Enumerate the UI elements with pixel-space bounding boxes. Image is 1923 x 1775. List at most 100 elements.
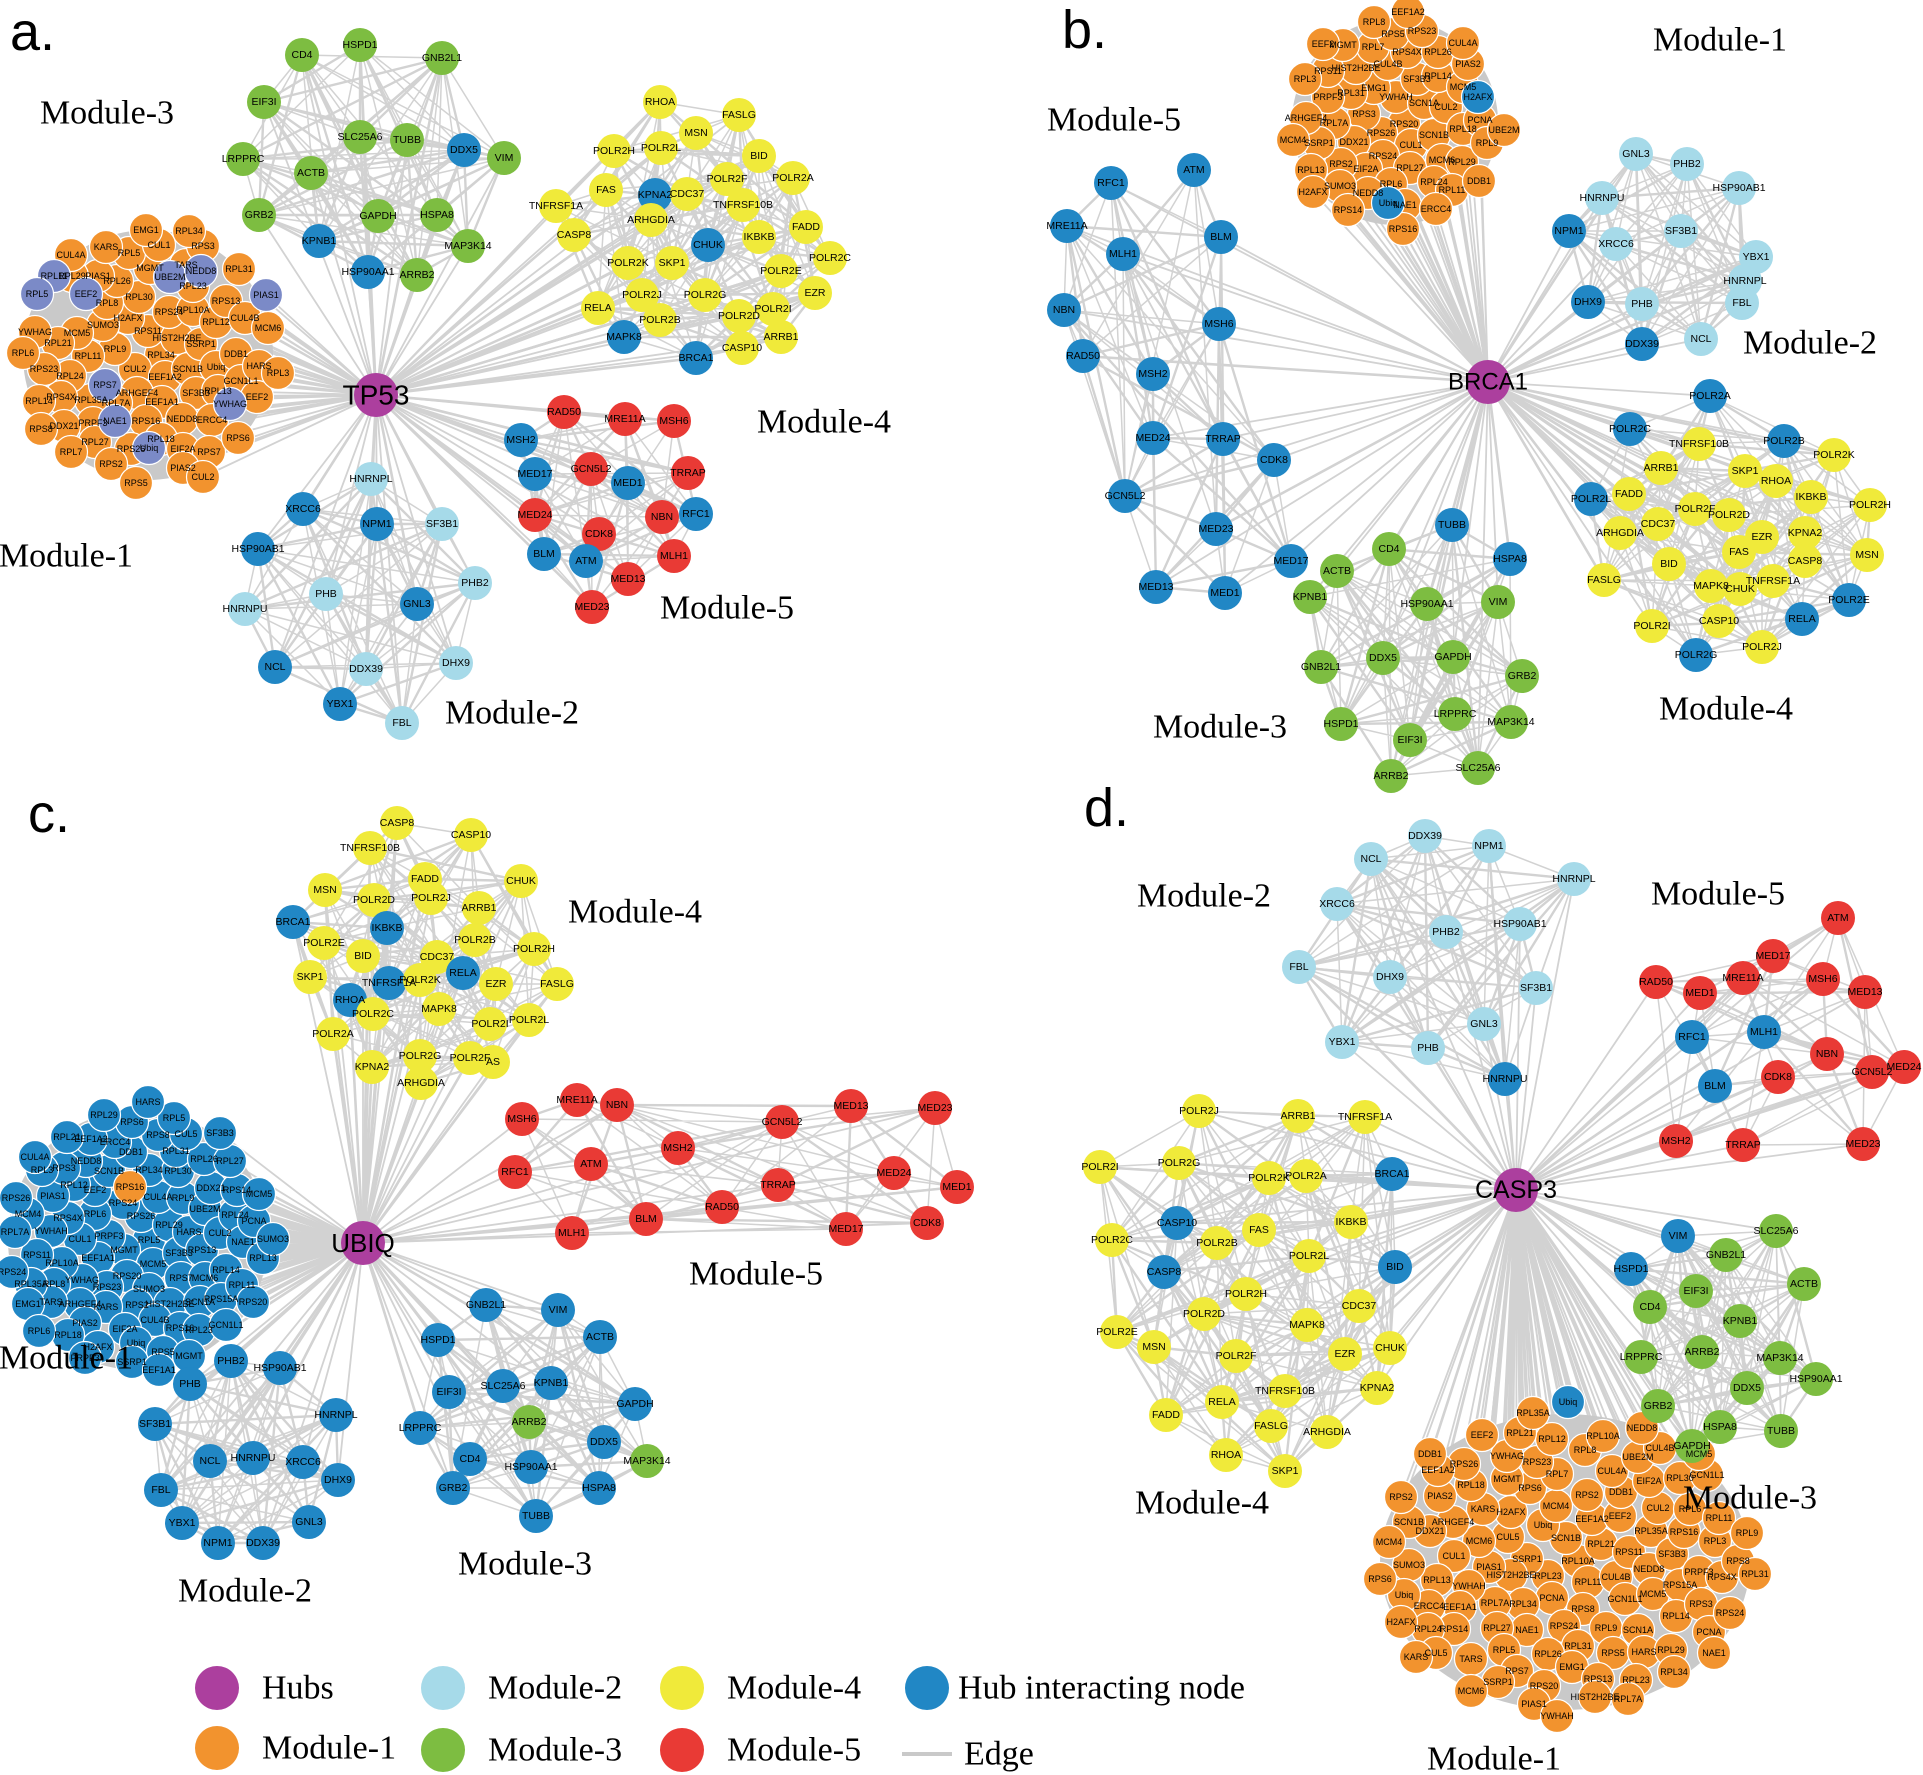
svg-text:TNFRSF10B: TNFRSF10B: [1669, 438, 1729, 450]
svg-text:Module-2: Module-2: [1137, 878, 1271, 915]
svg-text:BLM: BLM: [1210, 231, 1232, 243]
svg-text:GRB2: GRB2: [439, 1482, 468, 1494]
svg-text:CASP10: CASP10: [1157, 1217, 1197, 1229]
svg-text:GNB2L1: GNB2L1: [466, 1299, 506, 1311]
svg-text:NEDD8: NEDD8: [71, 1156, 102, 1166]
svg-text:BID: BID: [750, 150, 768, 162]
svg-text:HSPD1: HSPD1: [420, 1334, 455, 1346]
svg-text:RPS11: RPS11: [1314, 66, 1342, 76]
svg-text:YWHAH: YWHAH: [1452, 1581, 1486, 1591]
svg-text:POLR2K: POLR2K: [399, 974, 440, 986]
svg-text:DDX21: DDX21: [49, 421, 78, 431]
svg-text:RPL34: RPL34: [135, 1165, 163, 1175]
svg-text:EIF3I: EIF3I: [436, 1386, 461, 1398]
svg-text:MCM6: MCM6: [192, 1273, 219, 1283]
svg-text:RPL5: RPL5: [26, 289, 49, 299]
svg-text:Module-3: Module-3: [1153, 709, 1287, 746]
svg-text:RPL12: RPL12: [1538, 1434, 1566, 1444]
svg-text:NEDD8: NEDD8: [1627, 1423, 1658, 1433]
svg-text:RAD50: RAD50: [1639, 976, 1673, 988]
svg-text:GCN5L2: GCN5L2: [1852, 1066, 1893, 1078]
svg-text:DDX21: DDX21: [1415, 1526, 1444, 1536]
svg-text:ERCC4: ERCC4: [1421, 204, 1452, 214]
svg-text:RPL31: RPL31: [162, 1146, 190, 1156]
svg-text:ARHGEF4: ARHGEF4: [1285, 113, 1328, 123]
svg-text:RPS6: RPS6: [1368, 1574, 1392, 1584]
svg-text:MCM5: MCM5: [64, 328, 91, 338]
svg-text:RPS15A: RPS15A: [1663, 1580, 1698, 1590]
svg-text:BLM: BLM: [1704, 1080, 1726, 1092]
svg-text:SUMO3: SUMO3: [257, 1234, 289, 1244]
svg-text:GNL3: GNL3: [403, 598, 431, 610]
svg-text:NEDD8: NEDD8: [186, 266, 217, 276]
svg-text:VIM: VIM: [495, 152, 514, 164]
svg-text:SF3B1: SF3B1: [426, 518, 458, 530]
svg-text:MGMT: MGMT: [1329, 40, 1357, 50]
svg-text:MSH2: MSH2: [506, 434, 535, 446]
svg-text:NCL: NCL: [1360, 853, 1381, 865]
svg-text:MAPK8: MAPK8: [1289, 1319, 1325, 1331]
svg-text:FBL: FBL: [151, 1484, 170, 1496]
svg-text:POLR2C: POLR2C: [809, 252, 851, 264]
svg-text:HSPD1: HSPD1: [1323, 718, 1358, 730]
svg-text:POLR2B: POLR2B: [454, 934, 495, 946]
svg-text:BID: BID: [354, 950, 372, 962]
svg-text:MAP3K14: MAP3K14: [623, 1455, 670, 1467]
svg-text:HNRNPL: HNRNPL: [349, 473, 392, 485]
svg-text:HSP90AB1: HSP90AB1: [1493, 918, 1546, 930]
svg-text:SLC25A6: SLC25A6: [1754, 1225, 1799, 1237]
svg-text:MRE11A: MRE11A: [556, 1094, 597, 1106]
svg-text:RPS3: RPS3: [1689, 1599, 1713, 1609]
svg-text:POLR2B: POLR2B: [639, 314, 680, 326]
svg-text:RELA: RELA: [584, 302, 611, 314]
svg-text:RPL13: RPL13: [204, 386, 232, 396]
svg-text:RPL31: RPL31: [1337, 88, 1365, 98]
svg-text:RPL6: RPL6: [28, 1326, 51, 1336]
svg-text:EEF2: EEF2: [1312, 39, 1335, 49]
svg-text:GCN1L1: GCN1L1: [208, 1320, 243, 1330]
svg-text:PIAS2: PIAS2: [1455, 59, 1481, 69]
svg-text:DDX21: DDX21: [196, 1183, 225, 1193]
svg-text:NEDD8: NEDD8: [1634, 1564, 1665, 1574]
svg-text:HARS: HARS: [1631, 1647, 1656, 1657]
svg-text:PHB2: PHB2: [461, 577, 489, 589]
svg-text:RPL7: RPL7: [60, 447, 83, 457]
svg-text:RPS2: RPS2: [1575, 1490, 1599, 1500]
svg-text:Module-4: Module-4: [757, 404, 891, 441]
svg-text:MCM5: MCM5: [140, 1259, 167, 1269]
svg-text:CUL4B: CUL4B: [1601, 1572, 1630, 1582]
svg-text:RPL21: RPL21: [44, 338, 72, 348]
svg-text:MCM5: MCM5: [1686, 1449, 1713, 1459]
svg-text:RPL29: RPL29: [155, 1220, 183, 1230]
svg-text:TP53: TP53: [343, 380, 410, 411]
svg-text:PIAS1: PIAS1: [85, 271, 111, 281]
svg-text:FADD: FADD: [1615, 488, 1643, 500]
svg-text:MED17: MED17: [1755, 950, 1790, 962]
svg-text:NPM1: NPM1: [203, 1537, 232, 1549]
svg-text:EMG1: EMG1: [1361, 83, 1387, 93]
svg-text:MED24: MED24: [1886, 1061, 1921, 1073]
svg-text:RPL30: RPL30: [164, 1166, 192, 1176]
svg-text:ARHGDIA: ARHGDIA: [1303, 1426, 1351, 1438]
svg-text:GNB2L1: GNB2L1: [1301, 661, 1341, 673]
svg-text:RPL27: RPL27: [216, 1156, 244, 1166]
svg-text:EEF1A1: EEF1A1: [142, 1365, 176, 1375]
svg-text:KARS: KARS: [1404, 1652, 1429, 1662]
svg-text:RPL11: RPL11: [1575, 1577, 1602, 1587]
svg-text:POLR2E: POLR2E: [1828, 594, 1869, 606]
svg-text:RPS2: RPS2: [1389, 1492, 1413, 1502]
svg-text:NBN: NBN: [1816, 1048, 1838, 1060]
svg-text:MED1: MED1: [1210, 587, 1239, 599]
svg-text:RPS7: RPS7: [93, 380, 117, 390]
svg-text:RPL24: RPL24: [221, 1210, 249, 1220]
svg-text:KPNB1: KPNB1: [1293, 591, 1328, 603]
svg-text:RPL23: RPL23: [1622, 1675, 1650, 1685]
svg-text:POLR2L: POLR2L: [1571, 493, 1611, 505]
svg-text:RPS3: RPS3: [191, 241, 215, 251]
svg-text:POLR2B: POLR2B: [1196, 1237, 1237, 1249]
svg-text:KPNA2: KPNA2: [638, 189, 673, 201]
svg-text:SF3B3: SF3B3: [165, 1248, 193, 1258]
svg-text:DHX9: DHX9: [1574, 296, 1602, 308]
svg-text:MSN: MSN: [1855, 549, 1878, 561]
svg-text:DDX5: DDX5: [590, 1436, 618, 1448]
